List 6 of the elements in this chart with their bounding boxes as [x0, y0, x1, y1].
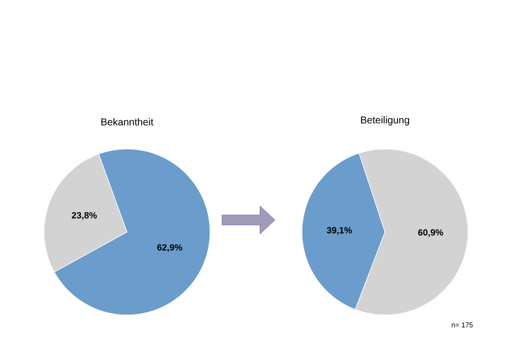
data-label: 60,9%	[418, 229, 444, 237]
chart-title: Bekanntheit	[101, 118, 154, 126]
data-label: 39,1%	[326, 227, 352, 235]
data-label: 23,8%	[72, 212, 97, 220]
data-label: 62,9%	[157, 244, 182, 252]
chart-title: Beteiligung	[361, 116, 410, 126]
